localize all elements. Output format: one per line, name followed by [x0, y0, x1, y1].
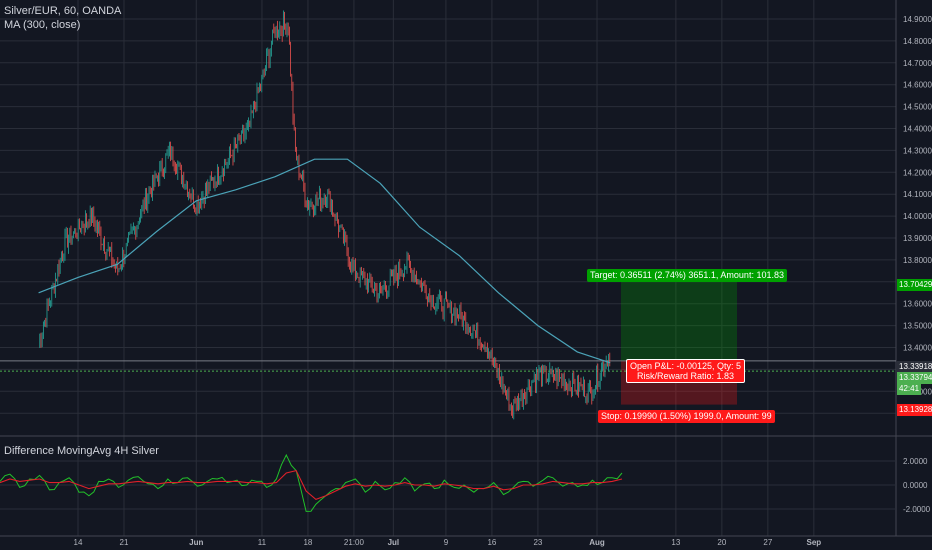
x-tick-label: 21:00 [344, 538, 365, 547]
y-tick-label: 14.40000 [903, 125, 932, 134]
x-tick-label: 20 [717, 538, 726, 547]
chart-title: Silver/EUR, 60, OANDA [4, 5, 122, 17]
x-tick-label: 18 [303, 538, 312, 547]
x-tick-label: 21 [120, 538, 129, 547]
stop-label[interactable]: Stop: 0.19990 (1.50%) 1999.0, Amount: 99 [598, 410, 775, 423]
x-tick-label: 11 [258, 538, 267, 547]
y-tick-label: 14.60000 [903, 81, 932, 90]
y-tick-label: 14.10000 [903, 190, 932, 199]
sub-y-tick-label: 2.0000 [903, 457, 928, 466]
stop-price-tag: 13.13928 [897, 404, 932, 416]
risk-reward-label: Risk/Reward Ratio: 1.83 [637, 371, 735, 381]
y-tick-label: 14.30000 [903, 146, 932, 155]
last-price-tag: 13.33794 [897, 372, 932, 384]
ma-300-line [38, 158, 611, 364]
y-tick-label: 14.70000 [903, 59, 932, 68]
y-tick-label: 13.80000 [903, 256, 932, 265]
x-tick-label: Aug [589, 538, 605, 547]
x-tick-label: 23 [533, 538, 542, 547]
x-tick-label: 13 [671, 538, 680, 547]
y-tick-label: 14.20000 [903, 168, 932, 177]
y-tick-label: 13.60000 [903, 300, 932, 309]
open-pnl-box[interactable]: Open P&L: -0.00125, Qty: 5 Risk/Reward R… [626, 359, 746, 383]
signal-line [0, 469, 623, 501]
x-tick-label: 14 [74, 538, 83, 547]
difference-line [0, 453, 623, 512]
x-tick-label: Sep [807, 538, 822, 547]
x-tick-label: 9 [444, 538, 449, 547]
difference-indicator-label: Difference MovingAvg 4H Silver [4, 445, 159, 457]
ma-indicator-label: MA (300, close) [4, 19, 81, 31]
sub-y-tick-label: -2.0000 [903, 505, 931, 514]
y-tick-label: 13.50000 [903, 322, 932, 331]
entry-price-tag: 13.33918 [897, 361, 932, 373]
target-price-tag: 13.70429 [897, 279, 932, 291]
countdown-tag: 42:41 [897, 383, 922, 395]
sub-y-tick-label: 0.0000 [903, 481, 928, 490]
y-tick-label: 14.90000 [903, 15, 932, 24]
x-tick-label: 27 [763, 538, 772, 547]
x-tick-label: 16 [487, 538, 496, 547]
y-tick-label: 13.90000 [903, 234, 932, 243]
x-tick-label: Jun [189, 538, 203, 547]
open-pnl-label: Open P&L: -0.00125, Qty: 5 [630, 361, 742, 371]
x-tick-label: Jul [388, 538, 400, 547]
profit-zone [621, 280, 737, 361]
y-tick-label: 14.80000 [903, 37, 932, 46]
target-label[interactable]: Target: 0.36511 (2.74%) 3651.1, Amount: … [587, 269, 787, 282]
y-tick-label: 13.40000 [903, 344, 932, 353]
y-tick-label: 14.50000 [903, 103, 932, 112]
